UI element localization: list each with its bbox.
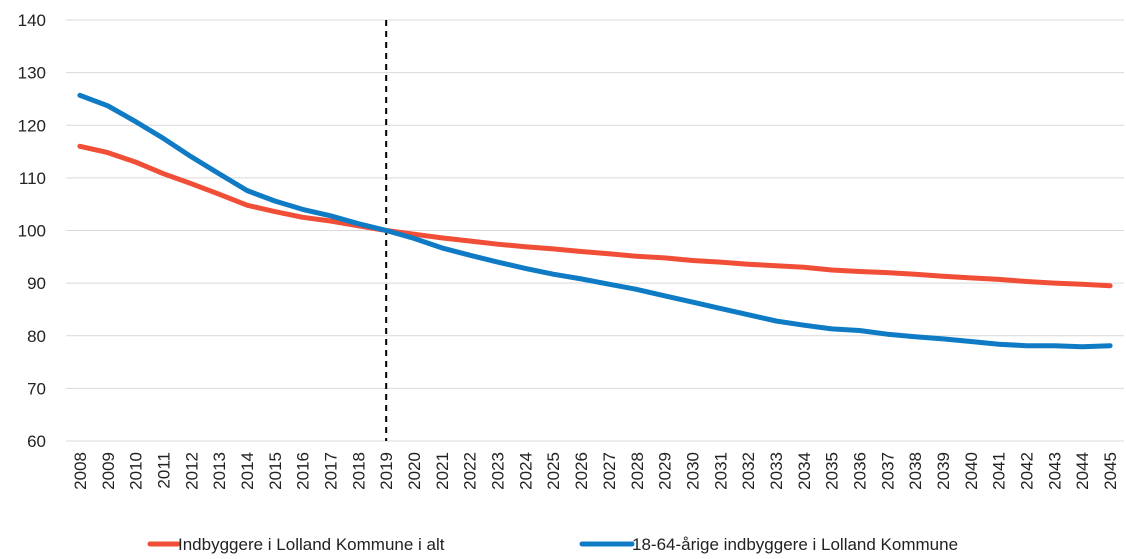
series-line-1 <box>77 143 1113 289</box>
x-tick-label: 2023 <box>489 452 508 490</box>
x-tick-label: 2013 <box>210 452 229 490</box>
x-tick-label: 2043 <box>1045 452 1064 490</box>
x-tick-label: 2042 <box>1018 452 1037 490</box>
series-lines <box>77 92 1113 350</box>
y-tick-label: 60 <box>27 432 46 451</box>
x-tick-label: 2039 <box>934 452 953 490</box>
series-line-2 <box>77 92 1113 350</box>
x-tick-label: 2021 <box>433 452 452 490</box>
y-tick-label: 110 <box>19 169 46 188</box>
legend-label: Indbyggere i Lolland Kommune i alt <box>178 535 445 554</box>
x-tick-label: 2036 <box>851 452 870 490</box>
x-tick-label: 2034 <box>795 452 814 490</box>
x-tick-label: 2018 <box>349 452 368 490</box>
y-tick-label: 90 <box>27 274 46 293</box>
legend-label: 18-64-årige indbyggere i Lolland Kommune <box>632 535 958 554</box>
x-tick-label: 2025 <box>544 452 563 490</box>
x-tick-label: 2040 <box>962 452 981 490</box>
y-tick-label: 80 <box>27 327 46 346</box>
x-tick-label: 2022 <box>461 452 480 490</box>
x-tick-label: 2030 <box>683 452 702 490</box>
x-tick-label: 2029 <box>656 452 675 490</box>
x-tick-label: 2020 <box>405 452 424 490</box>
y-tick-label: 70 <box>27 379 46 398</box>
gridlines <box>66 19 1124 442</box>
x-tick-label: 2037 <box>878 452 897 490</box>
x-tick-label: 2041 <box>990 452 1009 490</box>
x-tick-label: 2044 <box>1073 452 1092 490</box>
x-tick-label: 2010 <box>127 452 146 490</box>
x-tick-label: 2024 <box>516 452 535 490</box>
x-tick-label: 2011 <box>154 452 173 489</box>
x-tick-label: 2019 <box>377 452 396 490</box>
x-tick-label: 2027 <box>600 452 619 490</box>
x-tick-label: 2026 <box>572 452 591 490</box>
x-tick-label: 2038 <box>906 452 925 490</box>
x-tick-label: 2031 <box>711 452 730 490</box>
x-tick-label: 2045 <box>1101 452 1120 490</box>
x-tick-label: 2012 <box>182 452 201 490</box>
y-axis-ticks: 60 70 80 90 100 110 120 130 140 <box>18 11 46 451</box>
x-tick-label: 2032 <box>739 452 758 490</box>
y-tick-label: 120 <box>18 116 46 135</box>
x-tick-label: 2008 <box>71 452 90 490</box>
x-tick-label: 2017 <box>322 452 341 490</box>
y-tick-label: 140 <box>18 11 46 30</box>
x-tick-label: 2035 <box>823 452 842 490</box>
x-tick-label: 2033 <box>767 452 786 490</box>
x-tick-label: 2014 <box>238 452 257 490</box>
y-tick-label: 100 <box>18 222 46 241</box>
x-tick-label: 2009 <box>99 452 118 490</box>
y-tick-label: 130 <box>18 64 46 83</box>
x-tick-label: 2016 <box>294 452 313 490</box>
x-axis-ticks: 2008 2009 2010 2011 2012 2013 2014 2015 2016 2017… <box>71 452 1120 490</box>
x-tick-label: 2015 <box>266 452 285 490</box>
legend: Indbyggere i Lolland Kommune i alt 18-64-… <box>147 535 958 554</box>
x-tick-label: 2028 <box>628 452 647 490</box>
